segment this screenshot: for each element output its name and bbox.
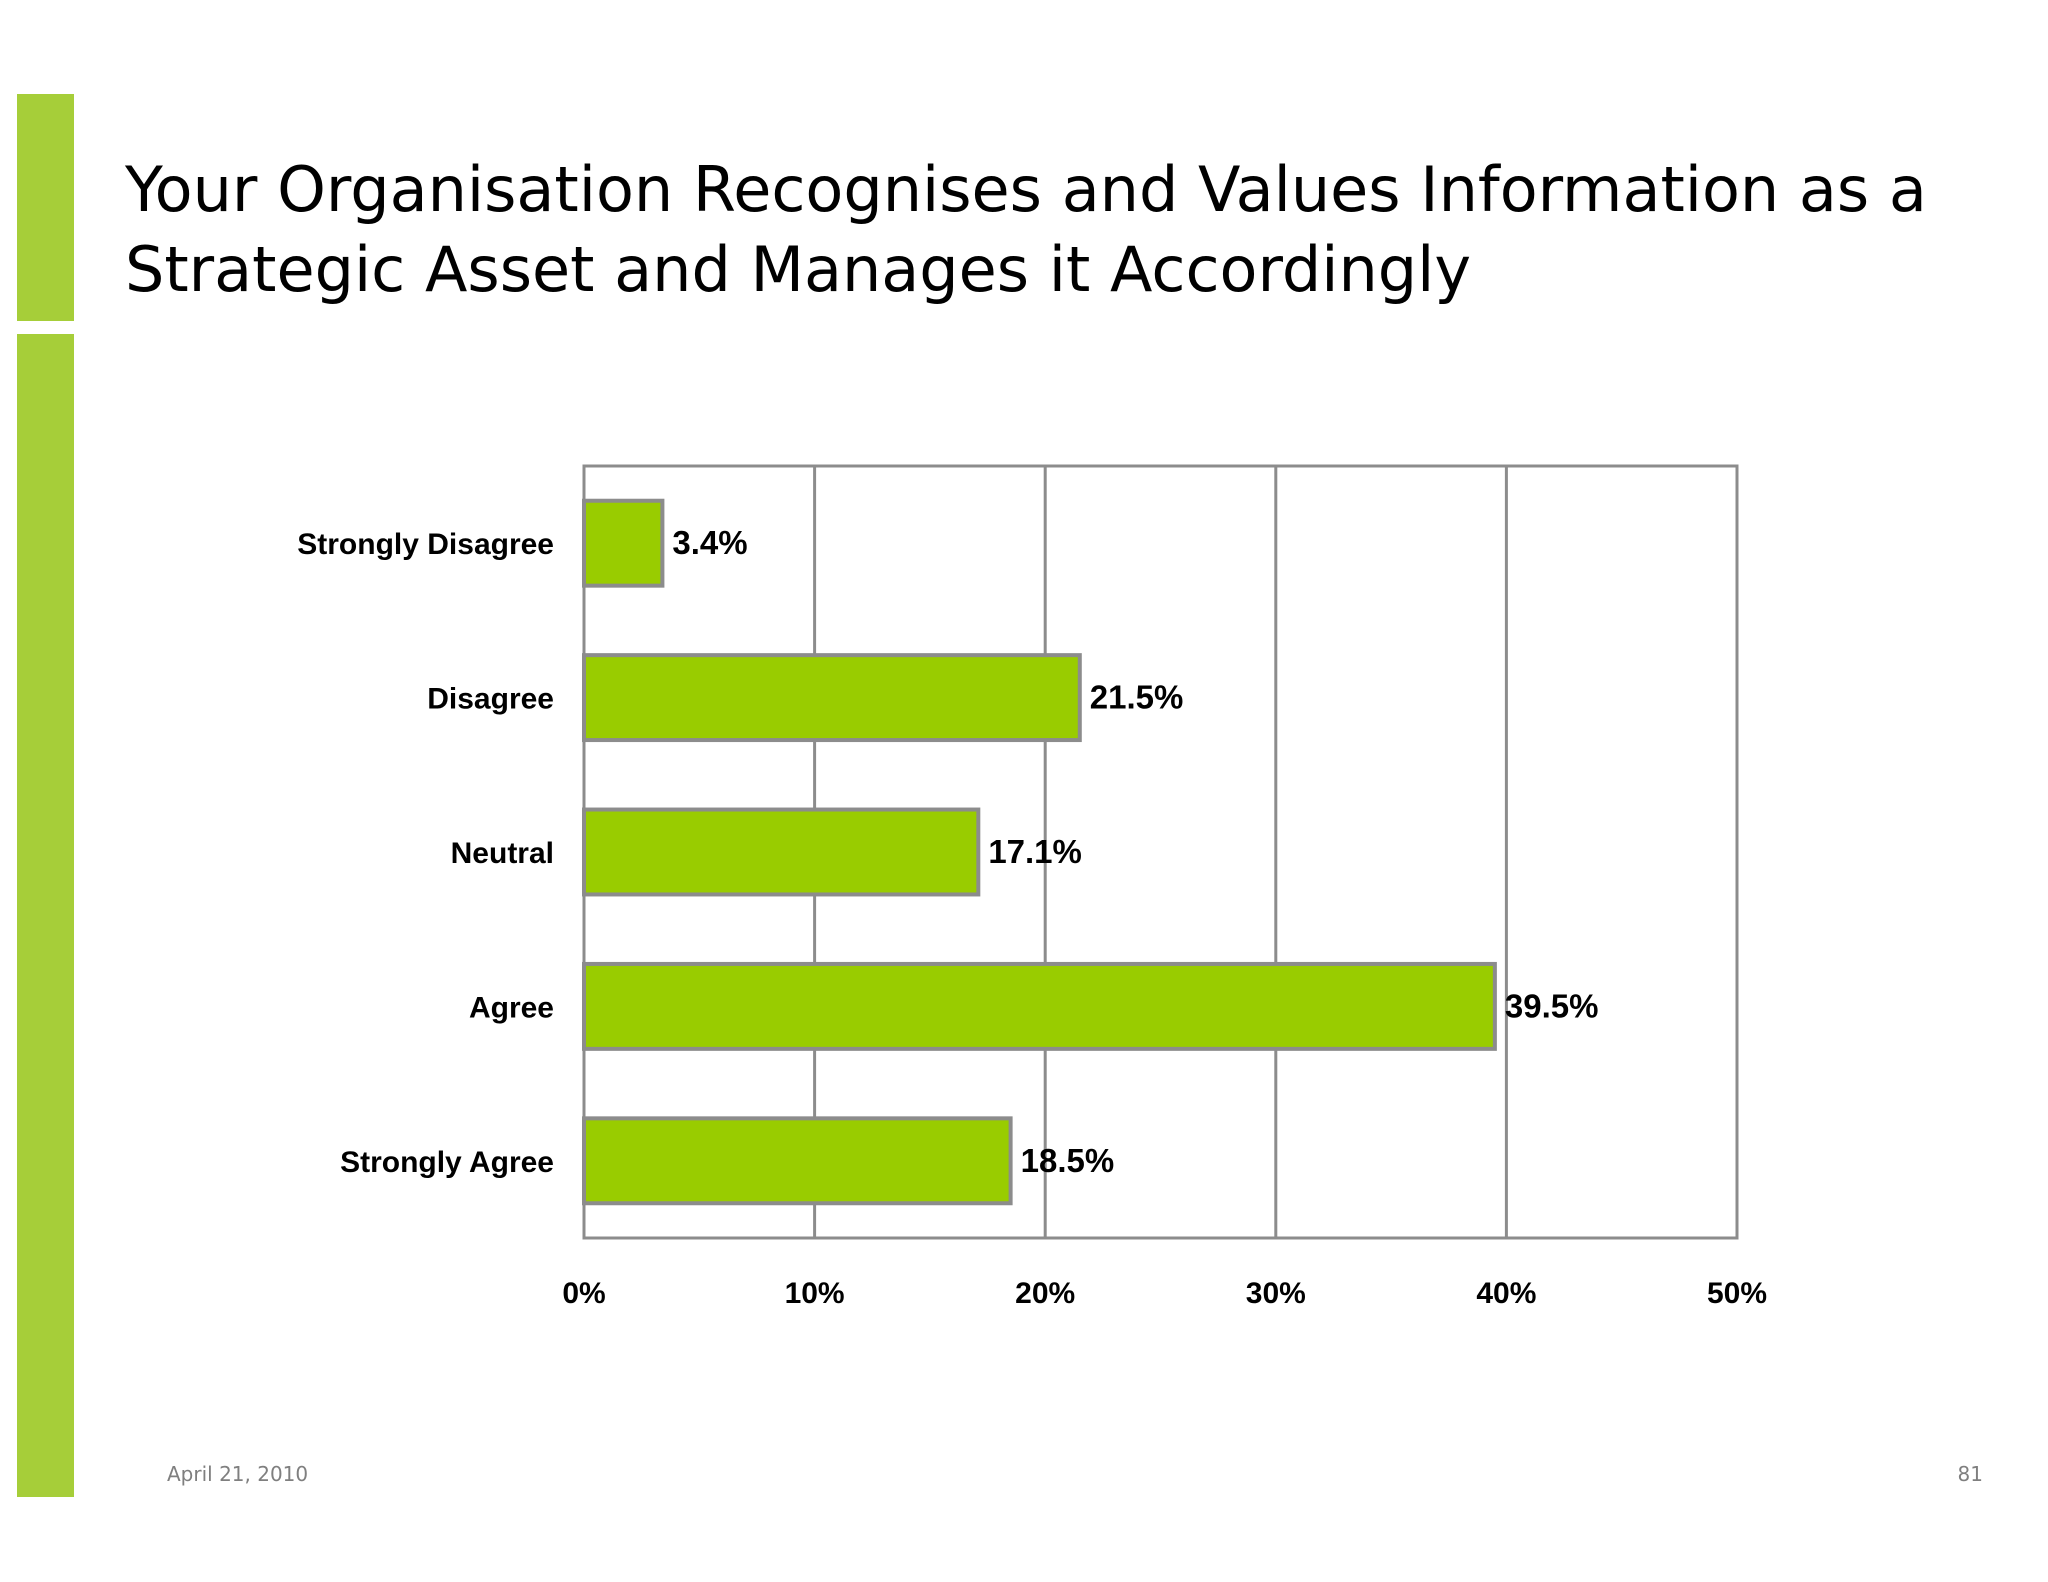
bar-2: [582, 807, 981, 897]
slide-title-line-2: Strategic Asset and Manages it According…: [125, 233, 1472, 306]
x-tick-label-4: 40%: [1476, 1277, 1536, 1310]
bar-0: [582, 498, 665, 588]
bar-4: [582, 1116, 1013, 1206]
category-label-2: Neutral: [451, 837, 554, 870]
slide-title-line-1: Your Organisation Recognises and Values …: [125, 153, 1927, 226]
accent-bar-top: [17, 94, 74, 321]
x-tick-label-0: 0%: [562, 1277, 605, 1310]
data-label-2: 17.1%: [988, 833, 1082, 870]
x-tick-label-2: 20%: [1015, 1277, 1075, 1310]
bar-3: [582, 961, 1497, 1051]
category-label-0: Strongly Disagree: [297, 528, 554, 561]
data-label-3: 39.5%: [1505, 987, 1599, 1024]
data-label-0: 3.4%: [672, 524, 747, 561]
category-label-1: Disagree: [427, 683, 554, 716]
x-tick-label-3: 30%: [1246, 1277, 1306, 1310]
x-tick-label-5: 50%: [1707, 1277, 1767, 1310]
accent-bar-bottom: [17, 334, 74, 1497]
data-label-1: 21.5%: [1090, 679, 1184, 716]
slide-title: Your Organisation Recognises and Values …: [125, 150, 1927, 310]
footer-date: April 21, 2010: [167, 1462, 309, 1486]
bar-1: [582, 653, 1082, 743]
category-label-3: Agree: [469, 991, 554, 1024]
category-label-4: Strongly Agree: [340, 1146, 554, 1179]
data-label-4: 18.5%: [1021, 1142, 1115, 1179]
page-number: 81: [1957, 1462, 1983, 1486]
x-tick-label-1: 10%: [785, 1277, 845, 1310]
